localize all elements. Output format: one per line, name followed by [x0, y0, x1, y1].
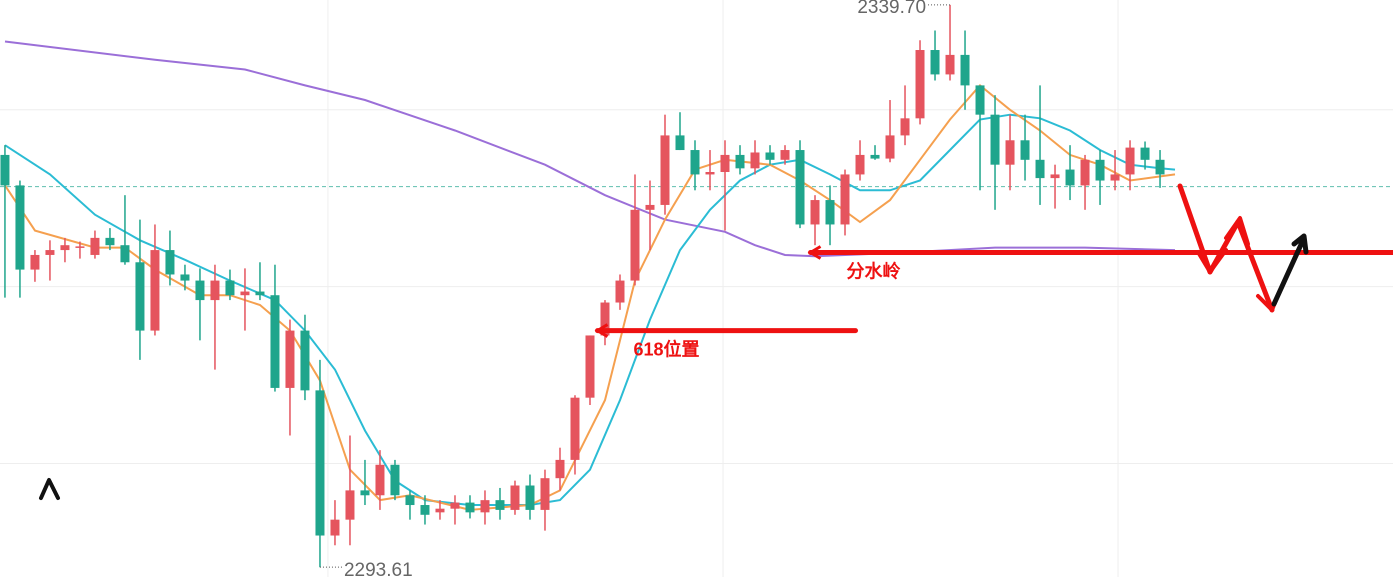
candle-body: [1080, 159, 1090, 186]
candle-body: [450, 502, 460, 509]
candle-body: [720, 154, 730, 173]
candle-body: [0, 154, 10, 186]
candle-body: [960, 54, 970, 86]
candle-body: [210, 280, 220, 301]
candle-body: [555, 459, 565, 479]
candle-body: [390, 464, 400, 496]
candle-body: [615, 280, 625, 303]
candle-body: [345, 490, 355, 520]
candle-body: [525, 485, 535, 510]
black-arrow: [1271, 233, 1309, 307]
annotation-arrowhead: [807, 245, 822, 260]
candle-body: [705, 172, 715, 175]
candle-body: [900, 118, 910, 136]
candle-body: [225, 280, 235, 296]
candle-body: [120, 245, 130, 263]
candle-body: [90, 237, 100, 255]
candle-body: [1125, 147, 1135, 175]
candles: [0, 4, 1165, 568]
candle-body: [30, 254, 40, 270]
candle-body: [180, 274, 190, 281]
candle-body: [930, 50, 940, 75]
candle-body: [990, 114, 1000, 165]
candle-body: [765, 152, 775, 160]
annotation-label: 618位置: [633, 338, 699, 359]
candle-body: [645, 204, 655, 210]
candle-body: [405, 495, 415, 506]
candle-body: [420, 505, 430, 515]
candle-body: [855, 154, 865, 175]
candle-body: [1035, 159, 1045, 179]
red-zigzag: [1177, 183, 1275, 313]
candle-body: [375, 464, 385, 496]
drawn-arrows: [39, 183, 1309, 500]
candle-body: [165, 250, 175, 275]
candle-body: [195, 280, 205, 301]
candle-body: [270, 295, 280, 388]
extreme-label: 2339.70: [857, 0, 926, 18]
candle-body: [840, 174, 850, 225]
candle-body: [630, 209, 640, 281]
candle-body: [75, 246, 85, 248]
candle-body: [870, 154, 880, 159]
candle-body: [150, 250, 160, 331]
candle-body: [885, 135, 895, 159]
candle-body: [1095, 159, 1105, 181]
candle-body: [570, 397, 580, 460]
candle-body: [255, 291, 265, 296]
candle-body: [240, 291, 250, 296]
candle-body: [300, 330, 310, 391]
candle-body: [795, 150, 805, 225]
candle-body: [510, 485, 520, 510]
candle-body: [1050, 174, 1060, 179]
candle-body: [45, 250, 55, 255]
candle-body: [600, 302, 610, 336]
candle-body: [135, 262, 145, 331]
candle-body: [1065, 169, 1075, 186]
ma-line: [4, 113, 1176, 506]
candle-body: [480, 500, 490, 513]
candle-body: [1140, 147, 1150, 160]
candle-body: [465, 502, 475, 513]
candle-body: [945, 54, 955, 75]
candle-body: [975, 85, 985, 115]
candle-body: [330, 519, 340, 536]
candle-body: [810, 200, 820, 225]
candle-body: [825, 200, 835, 225]
annotations: 2339.70 2293.61 分水岭 618位置: [319, 0, 1393, 577]
candle-body: [675, 135, 685, 151]
candle-body: [660, 135, 670, 205]
candle-body: [285, 330, 295, 388]
candle-body: [360, 490, 370, 496]
extreme-label: 2293.61: [344, 560, 413, 577]
caret-mark: [39, 478, 60, 500]
candle-body: [750, 152, 760, 169]
candle-body: [915, 50, 925, 119]
annotation-label: 分水岭: [847, 260, 901, 281]
candle-body: [1155, 159, 1165, 175]
candle-body: [1110, 174, 1120, 181]
candle-body: [435, 508, 445, 513]
annotation-arrowhead: [594, 323, 609, 338]
candle-body: [1005, 140, 1015, 165]
candle-body: [780, 150, 790, 160]
candle-body: [105, 237, 115, 246]
candle-body: [495, 500, 505, 510]
candle-body: [60, 245, 70, 251]
candle-body: [735, 154, 745, 169]
candle-body: [585, 335, 595, 398]
candle-body: [1020, 140, 1030, 160]
candle-body: [690, 150, 700, 175]
candle-body: [315, 390, 325, 536]
candle-body: [540, 478, 550, 510]
candle-body: [15, 185, 25, 270]
